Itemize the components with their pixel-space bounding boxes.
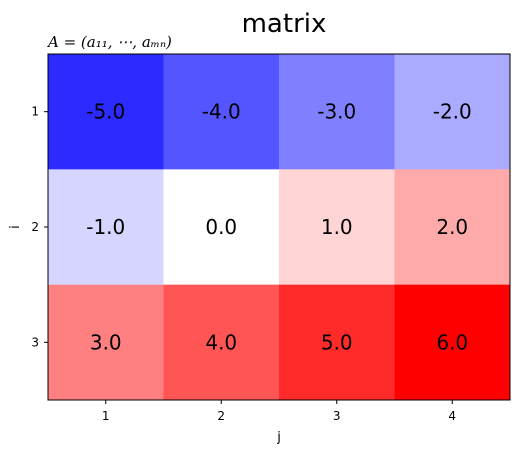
x-tick-label: 4 bbox=[448, 409, 456, 423]
heatmap-cell-r1-c4 bbox=[394, 54, 511, 170]
chart-subtitle: A = (a₁₁, ⋯, aₘₙ) bbox=[46, 33, 172, 51]
cell-value-label-r2-c3: 1.0 bbox=[321, 215, 353, 239]
heatmap-cell-r3-c1 bbox=[48, 284, 164, 401]
cell-value-label-r3-c1: 3.0 bbox=[90, 330, 122, 354]
cell-value-label-r3-c2: 4.0 bbox=[205, 330, 237, 354]
x-tick-label: 2 bbox=[217, 409, 225, 423]
heatmap-cell-r1-c2 bbox=[163, 54, 280, 170]
heatmap-cell-r2-c1 bbox=[48, 169, 164, 286]
y-tick-label: 1 bbox=[31, 105, 39, 119]
y-tick-label: 2 bbox=[31, 220, 39, 234]
y-axis-label: i bbox=[8, 225, 23, 229]
heatmap-cell-r3-c4 bbox=[394, 284, 511, 401]
heatmap-cell-r2-c4 bbox=[394, 169, 511, 286]
heatmap-cell-r2-c2 bbox=[163, 169, 280, 286]
x-tick-label: 3 bbox=[333, 409, 341, 423]
cell-value-label-r2-c2: 0.0 bbox=[205, 215, 237, 239]
cell-value-label-r3-c4: 6.0 bbox=[436, 330, 468, 354]
heatmap-cell-r1-c3 bbox=[279, 54, 395, 170]
x-axis-label: j bbox=[276, 430, 281, 445]
cell-value-label-r1-c3: -3.0 bbox=[317, 100, 356, 124]
cell-value-label-r1-c1: -5.0 bbox=[86, 100, 125, 124]
cell-value-label-r1-c2: -4.0 bbox=[202, 100, 241, 124]
heatmap-cell-r1-c1 bbox=[48, 54, 164, 170]
heatmap-cell-r3-c3 bbox=[279, 284, 395, 401]
cell-value-label-r1-c4: -2.0 bbox=[433, 100, 472, 124]
heatmap-cell-r3-c2 bbox=[163, 284, 280, 401]
y-tick-label: 3 bbox=[31, 335, 39, 349]
heatmap-cell-r2-c3 bbox=[279, 169, 395, 286]
cell-value-label-r3-c3: 5.0 bbox=[321, 330, 353, 354]
heatmap-cells: -5.0 -4.0 -3.0 -2.0 -1.0 0.0 1.0 2.0 3.0 4.0 5.0 6.… bbox=[48, 54, 511, 401]
x-tick-label: 1 bbox=[102, 409, 110, 423]
cell-value-label-r2-c4: 2.0 bbox=[436, 215, 468, 239]
cell-value-label-r2-c1: -1.0 bbox=[86, 215, 125, 239]
y-axis-ticks: 1 2 3 bbox=[31, 105, 48, 349]
x-axis-ticks: 1 2 3 4 bbox=[102, 400, 456, 423]
chart-title: matrix bbox=[242, 9, 327, 39]
